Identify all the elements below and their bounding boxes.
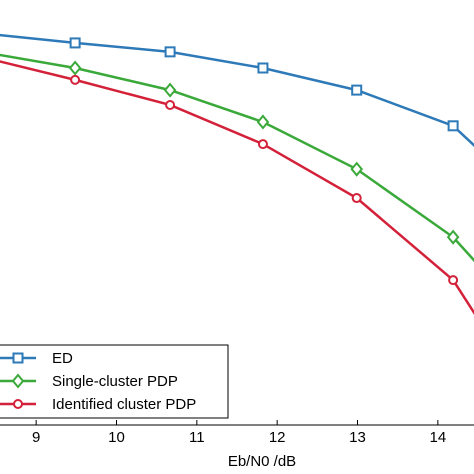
data-point: [257, 139, 268, 150]
data-point: [165, 99, 176, 110]
data-point: [351, 193, 362, 204]
legend-marker: [13, 399, 23, 409]
data-point: [68, 60, 82, 76]
data-point: [447, 120, 459, 132]
legend-label: ED: [52, 350, 73, 367]
legend-marker: [11, 373, 25, 389]
plot-area: [0, 33, 474, 315]
legend-label: Identified cluster PDP: [52, 396, 196, 413]
data-point: [164, 46, 176, 58]
legend: ED Single-cluster PDP Identified cluster P…: [0, 344, 229, 419]
x-tick-label: 14: [430, 429, 447, 446]
legend-box: [0, 344, 229, 419]
series-line: [0, 33, 474, 147]
x-tick-label: 10: [108, 429, 125, 446]
data-point: [163, 82, 177, 98]
data-point: [70, 74, 81, 85]
legend-label: Single-cluster PDP: [52, 373, 178, 390]
data-point: [350, 161, 364, 177]
x-tick-label: 9: [32, 429, 40, 446]
legend-marker: [12, 352, 24, 364]
x-axis-label: Eb/N0 /dB: [228, 453, 296, 470]
data-point: [446, 229, 460, 245]
series-line: [0, 53, 474, 263]
x-tick-label: 13: [349, 429, 366, 446]
x-tick-label: 12: [269, 429, 286, 446]
data-point: [351, 84, 363, 96]
data-point: [256, 114, 270, 130]
x-tick-label: 11: [189, 429, 205, 446]
data-point: [257, 62, 269, 74]
data-point: [448, 275, 459, 286]
data-point: [69, 37, 81, 49]
